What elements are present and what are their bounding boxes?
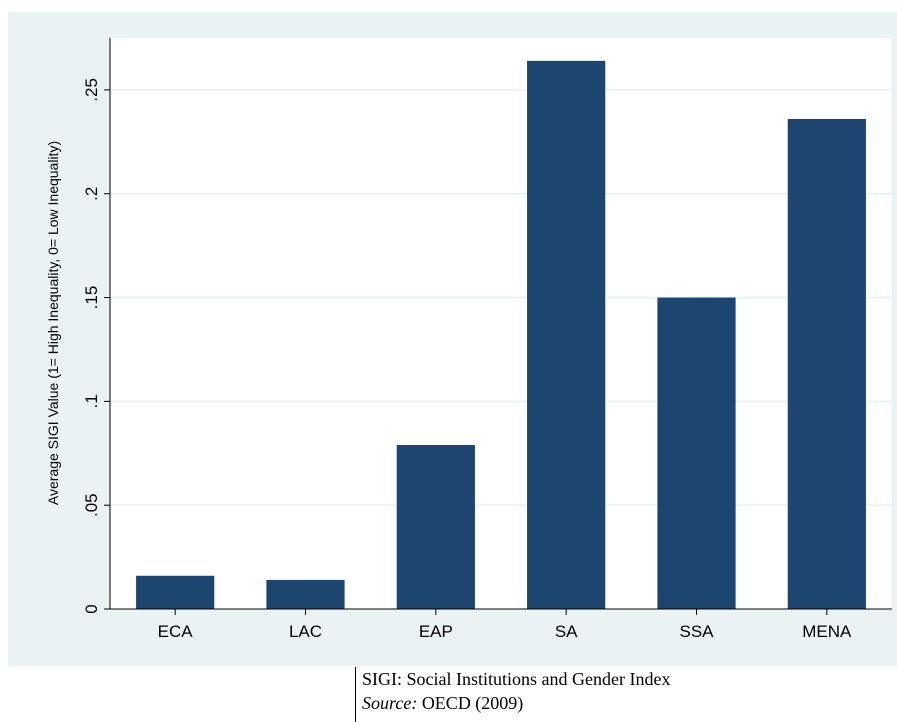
x-tick-label: MENA <box>802 622 852 641</box>
bar-eca <box>136 575 215 609</box>
x-tick-label: EAP <box>419 622 453 641</box>
bar-lac <box>266 579 345 609</box>
x-tick-label: LAC <box>289 622 322 641</box>
note-definition: SIGI: Social Institutions and Gender Ind… <box>362 669 671 689</box>
chart-note: SIGI: Social Institutions and Gender Ind… <box>355 667 875 722</box>
chart-frame: 0 .05 .1 .15 .2 .25 ECA LAC EAP SA SSA MENA Averag… <box>8 12 897 666</box>
note-source: Source: OECD (2009) <box>362 691 875 715</box>
bar-mena <box>787 118 866 609</box>
y-tick-label: .2 <box>82 187 101 201</box>
y-axis-ticks: 0 .05 .1 .15 .2 .25 <box>82 78 110 614</box>
y-tick-label: 0 <box>82 604 101 613</box>
x-tick-label: ECA <box>158 622 194 641</box>
y-tick-label: .05 <box>82 493 101 517</box>
bar-sa <box>527 60 606 609</box>
source-label: Source: <box>362 693 418 713</box>
x-tick-label: SSA <box>679 622 714 641</box>
plot-area <box>110 38 892 609</box>
bars <box>136 60 866 609</box>
source-text: OECD (2009) <box>417 693 524 713</box>
y-tick-label: .15 <box>82 286 101 310</box>
bar-eap <box>396 444 475 609</box>
y-tick-label: .25 <box>82 78 101 102</box>
x-axis-ticks: ECA LAC EAP SA SSA MENA <box>158 609 852 641</box>
gridlines <box>110 89 892 506</box>
bar-ssa <box>657 297 736 609</box>
bar-chart: 0 .05 .1 .15 .2 .25 ECA LAC EAP SA SSA MENA Averag… <box>45 38 892 641</box>
y-axis-title: Average SIGI Value (1= High Inequality, … <box>45 141 61 505</box>
y-tick-label: .1 <box>82 394 101 408</box>
x-tick-label: SA <box>555 622 578 641</box>
